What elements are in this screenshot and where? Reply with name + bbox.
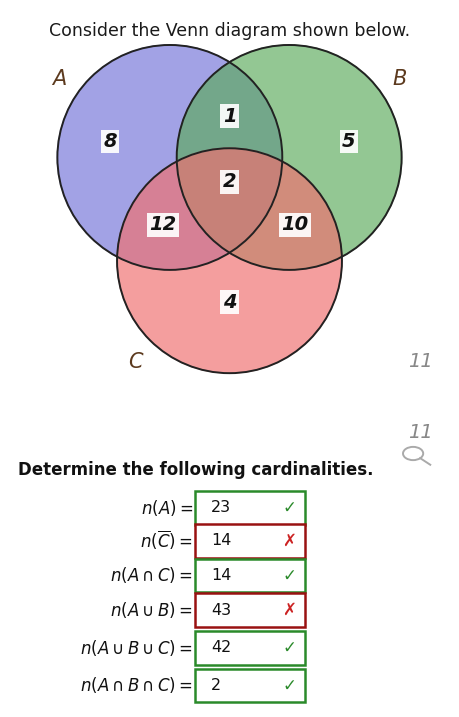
FancyBboxPatch shape [195,668,305,702]
Text: 11: 11 [408,423,432,442]
Text: Determine the following cardinalities.: Determine the following cardinalities. [18,461,374,479]
Text: 11: 11 [408,352,432,371]
Text: 23: 23 [211,500,231,516]
Text: $n(A \cap B \cap C) = $: $n(A \cap B \cap C) = $ [80,675,193,695]
Text: ✗: ✗ [282,532,296,550]
Text: 42: 42 [211,640,231,655]
Circle shape [117,148,342,373]
FancyBboxPatch shape [195,631,305,665]
Text: C: C [128,352,143,371]
Text: 14: 14 [211,533,231,549]
Text: ✓: ✓ [282,676,296,694]
Circle shape [177,45,402,270]
Circle shape [57,45,282,270]
Text: $n(A \cup B) = $: $n(A \cup B) = $ [111,600,193,620]
Text: $n(A \cap C) = $: $n(A \cap C) = $ [110,566,193,586]
Text: A: A [52,70,67,90]
Text: 5: 5 [342,132,356,151]
Text: ✗: ✗ [282,601,296,619]
Text: 8: 8 [103,132,117,151]
Text: 43: 43 [211,602,231,617]
Text: 12: 12 [149,215,177,234]
Text: ✓: ✓ [282,499,296,517]
Text: $n(A) = $: $n(A) = $ [140,498,193,518]
Text: $n(A \cup B \cup C) = $: $n(A \cup B \cup C) = $ [80,637,193,657]
Text: $n(\overline{C}) = $: $n(\overline{C}) = $ [140,529,193,552]
Text: 14: 14 [211,568,231,583]
Text: ✓: ✓ [282,639,296,657]
Text: 2: 2 [223,172,236,191]
Text: 10: 10 [281,215,309,234]
FancyBboxPatch shape [195,524,305,558]
Text: ✓: ✓ [282,566,296,584]
Text: 1: 1 [223,107,236,125]
Text: B: B [392,70,407,90]
Text: Consider the Venn diagram shown below.: Consider the Venn diagram shown below. [49,22,410,39]
FancyBboxPatch shape [195,593,305,627]
FancyBboxPatch shape [195,491,305,525]
FancyBboxPatch shape [195,559,305,592]
Text: 4: 4 [223,293,236,311]
Text: 2: 2 [211,678,221,693]
